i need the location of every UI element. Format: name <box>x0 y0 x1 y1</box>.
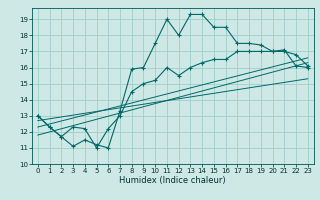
X-axis label: Humidex (Indice chaleur): Humidex (Indice chaleur) <box>119 176 226 185</box>
